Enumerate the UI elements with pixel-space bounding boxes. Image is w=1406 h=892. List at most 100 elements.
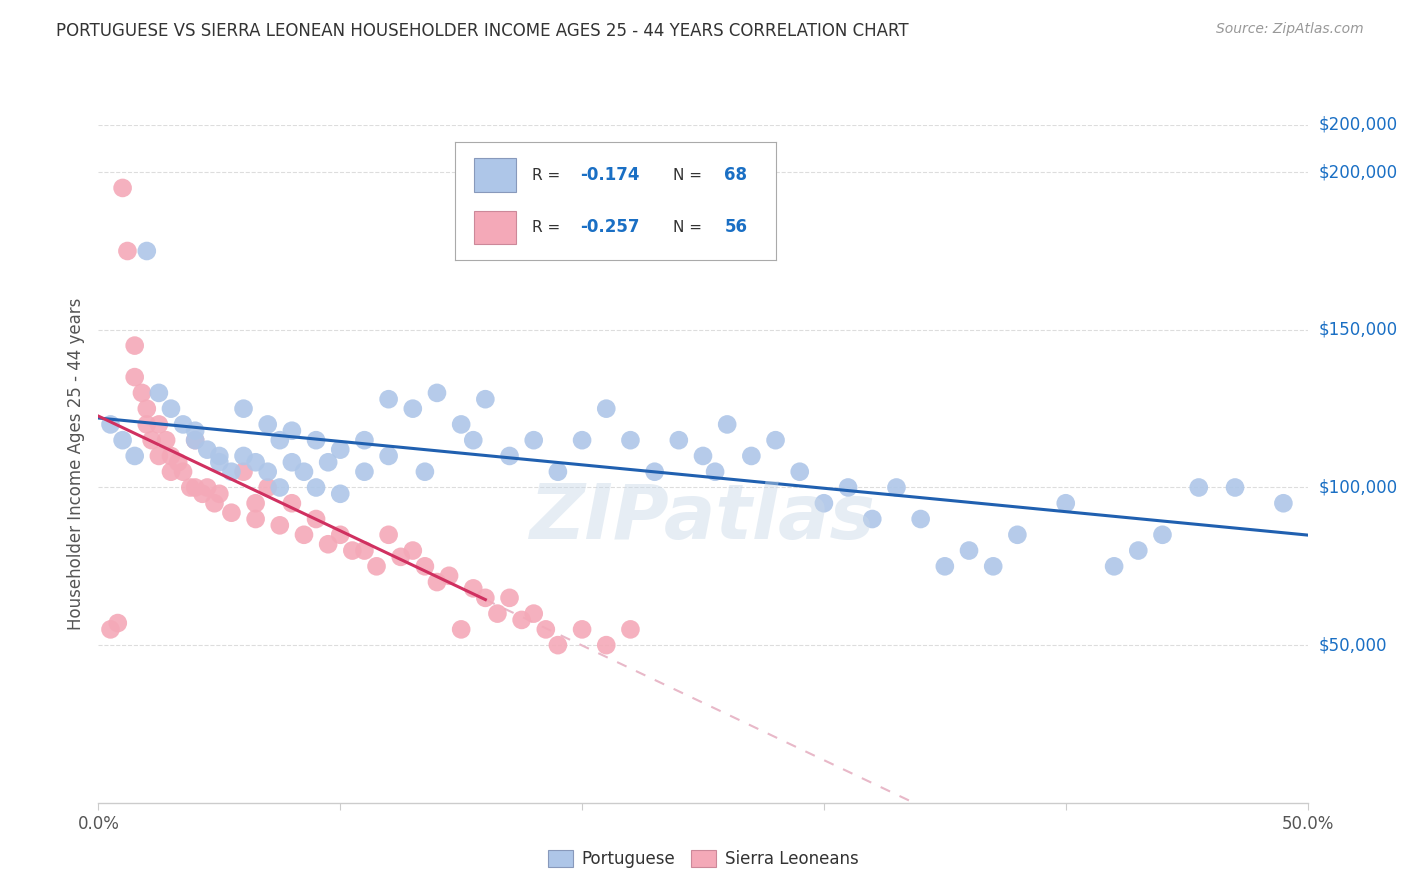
Point: [100, 623, 122, 637]
Point: [547, 465, 569, 479]
Point: [1128, 543, 1150, 558]
Point: [135, 244, 157, 258]
Point: [184, 433, 207, 447]
Text: $200,000: $200,000: [1319, 116, 1398, 134]
Text: ZIPatlas: ZIPatlas: [530, 481, 876, 555]
Point: [281, 455, 304, 469]
Point: [704, 465, 727, 479]
Point: [232, 449, 254, 463]
Point: [208, 487, 231, 501]
Point: [1054, 496, 1077, 510]
Point: [329, 487, 352, 501]
Text: $150,000: $150,000: [1319, 321, 1398, 339]
Point: [377, 528, 399, 542]
Point: [474, 392, 496, 407]
Point: [426, 575, 449, 590]
Point: [837, 481, 859, 495]
Point: [245, 496, 267, 510]
Point: [547, 638, 569, 652]
Point: [191, 487, 214, 501]
Point: [886, 481, 908, 495]
Point: [269, 518, 291, 533]
Point: [305, 433, 328, 447]
Point: [692, 449, 714, 463]
Point: [281, 496, 304, 510]
Point: [342, 543, 364, 558]
Point: [1007, 528, 1029, 542]
Point: [221, 465, 243, 479]
Point: [377, 449, 399, 463]
Point: [172, 417, 194, 432]
Y-axis label: Householder Income Ages 25 - 44 years: Householder Income Ages 25 - 44 years: [66, 298, 84, 630]
Text: $200,000: $200,000: [1319, 163, 1398, 181]
Point: [148, 449, 170, 463]
Point: [498, 449, 520, 463]
Point: [353, 465, 375, 479]
Point: [124, 449, 146, 463]
Point: [813, 496, 835, 510]
Point: [208, 449, 231, 463]
Point: [232, 465, 254, 479]
Point: [981, 559, 1004, 574]
Point: [167, 455, 190, 469]
Point: [316, 455, 339, 469]
Point: [305, 512, 328, 526]
Point: [204, 496, 226, 510]
Point: [389, 549, 412, 564]
Point: [571, 433, 593, 447]
Text: $100,000: $100,000: [1319, 478, 1398, 497]
Point: [316, 537, 339, 551]
Point: [141, 433, 163, 447]
Point: [160, 449, 183, 463]
Point: [789, 465, 811, 479]
Point: [179, 481, 201, 495]
Point: [131, 385, 153, 400]
Point: [232, 401, 254, 416]
Point: [160, 465, 183, 479]
Point: [450, 417, 472, 432]
Point: [377, 392, 399, 407]
Point: [245, 455, 267, 469]
Point: [426, 385, 449, 400]
Point: [402, 543, 425, 558]
Point: [934, 559, 956, 574]
Point: [329, 528, 352, 542]
Point: [1223, 481, 1246, 495]
Point: [269, 481, 291, 495]
Point: [184, 481, 207, 495]
Point: [1102, 559, 1125, 574]
Point: [1152, 528, 1174, 542]
Point: [111, 181, 134, 195]
Point: [450, 623, 472, 637]
Point: [1272, 496, 1295, 510]
Text: $50,000: $50,000: [1319, 636, 1388, 654]
Point: [463, 433, 485, 447]
Point: [740, 449, 762, 463]
Point: [124, 370, 146, 384]
Point: [100, 417, 122, 432]
Point: [117, 244, 139, 258]
Point: [716, 417, 738, 432]
Point: [195, 481, 218, 495]
Point: [510, 613, 533, 627]
Point: [523, 607, 546, 621]
Legend: Portuguese, Sierra Leoneans: Portuguese, Sierra Leoneans: [541, 843, 865, 875]
Point: [221, 506, 243, 520]
Point: [498, 591, 520, 605]
Point: [413, 465, 436, 479]
Text: Source: ZipAtlas.com: Source: ZipAtlas.com: [1216, 22, 1364, 37]
Point: [402, 401, 425, 416]
Point: [135, 417, 157, 432]
Point: [292, 528, 315, 542]
Point: [148, 417, 170, 432]
Point: [1188, 481, 1211, 495]
Point: [292, 465, 315, 479]
Point: [413, 559, 436, 574]
Point: [474, 591, 496, 605]
Point: [463, 582, 485, 596]
Point: [329, 442, 352, 457]
Point: [245, 512, 267, 526]
Point: [148, 385, 170, 400]
Point: [765, 433, 787, 447]
Point: [668, 433, 690, 447]
